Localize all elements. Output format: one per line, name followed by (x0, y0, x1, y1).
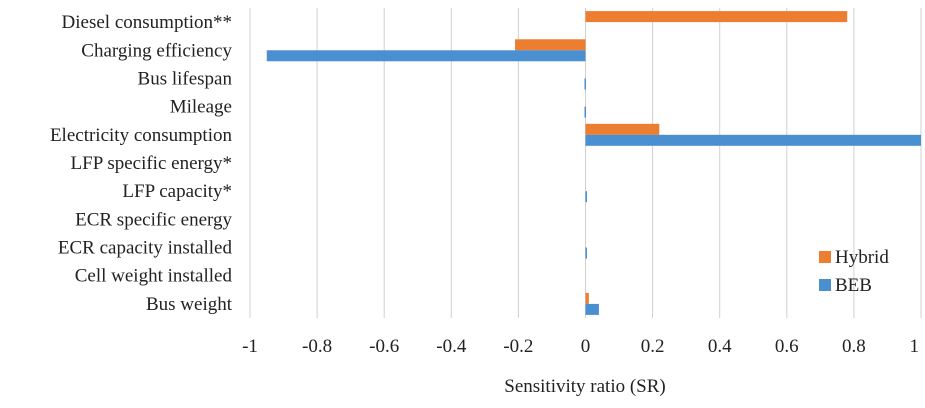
bar-hybrid-0 (585, 11, 848, 23)
legend-label-hybrid: Hybrid (835, 247, 889, 268)
category-label-6: LFP capacity* (122, 181, 232, 202)
bar-hybrid-4 (585, 123, 660, 135)
category-label-10: Bus weight (146, 294, 233, 315)
bar-beb-6 (585, 191, 587, 203)
x-tick-label-5: 0 (581, 336, 591, 357)
bar-hybrid-10 (585, 292, 589, 304)
category-label-7: ECR specific energy (75, 209, 232, 230)
legend-swatch-hybrid (819, 251, 831, 263)
category-label-4: Electricity consumption (50, 125, 233, 146)
x-tick-label-2: -0.6 (369, 336, 399, 357)
x-tick-label-8: 0.6 (775, 336, 799, 357)
x-tick-label-3: -0.4 (436, 336, 467, 357)
x-tick-labels: -1 -0.8 -0.6 -0.4 -0.2 0 0.2 0.4 0.6 0.8 1 (242, 336, 919, 357)
bar-beb-3 (584, 106, 586, 118)
bar-beb-1 (266, 50, 586, 62)
x-tick-label-4: -0.2 (503, 336, 533, 357)
bar-beb-2 (584, 78, 586, 90)
legend-swatch-beb (819, 279, 831, 291)
x-axis-title: Sensitivity ratio (SR) (504, 376, 666, 397)
bar-beb-8 (585, 247, 587, 259)
category-label-5: LFP specific energy* (71, 153, 232, 174)
bar-beb-10 (585, 303, 599, 315)
category-label-9: Cell weight installed (75, 266, 233, 287)
bar-beb-4 (585, 134, 921, 146)
legend-label-beb: BEB (835, 275, 872, 296)
x-tick-label-9: 0.8 (842, 336, 866, 357)
legend: Hybrid BEB (819, 247, 889, 296)
bar-hybrid-1 (515, 39, 586, 51)
bars (266, 11, 921, 315)
x-tick-label-10: 1 (910, 336, 920, 357)
category-label-3: Mileage (170, 97, 232, 118)
category-label-1: Charging efficiency (81, 40, 232, 61)
category-label-8: ECR capacity installed (58, 238, 233, 259)
x-tick-label-1: -0.8 (302, 336, 332, 357)
category-label-2: Bus lifespan (138, 68, 233, 89)
x-tick-label-6: 0.2 (641, 336, 665, 357)
x-tick-label-7: 0.4 (708, 336, 732, 357)
category-labels: Diesel consumption** Charging efficiency B… (50, 12, 233, 315)
category-label-0: Diesel consumption** (62, 12, 232, 33)
x-tick-label-0: -1 (242, 336, 258, 357)
